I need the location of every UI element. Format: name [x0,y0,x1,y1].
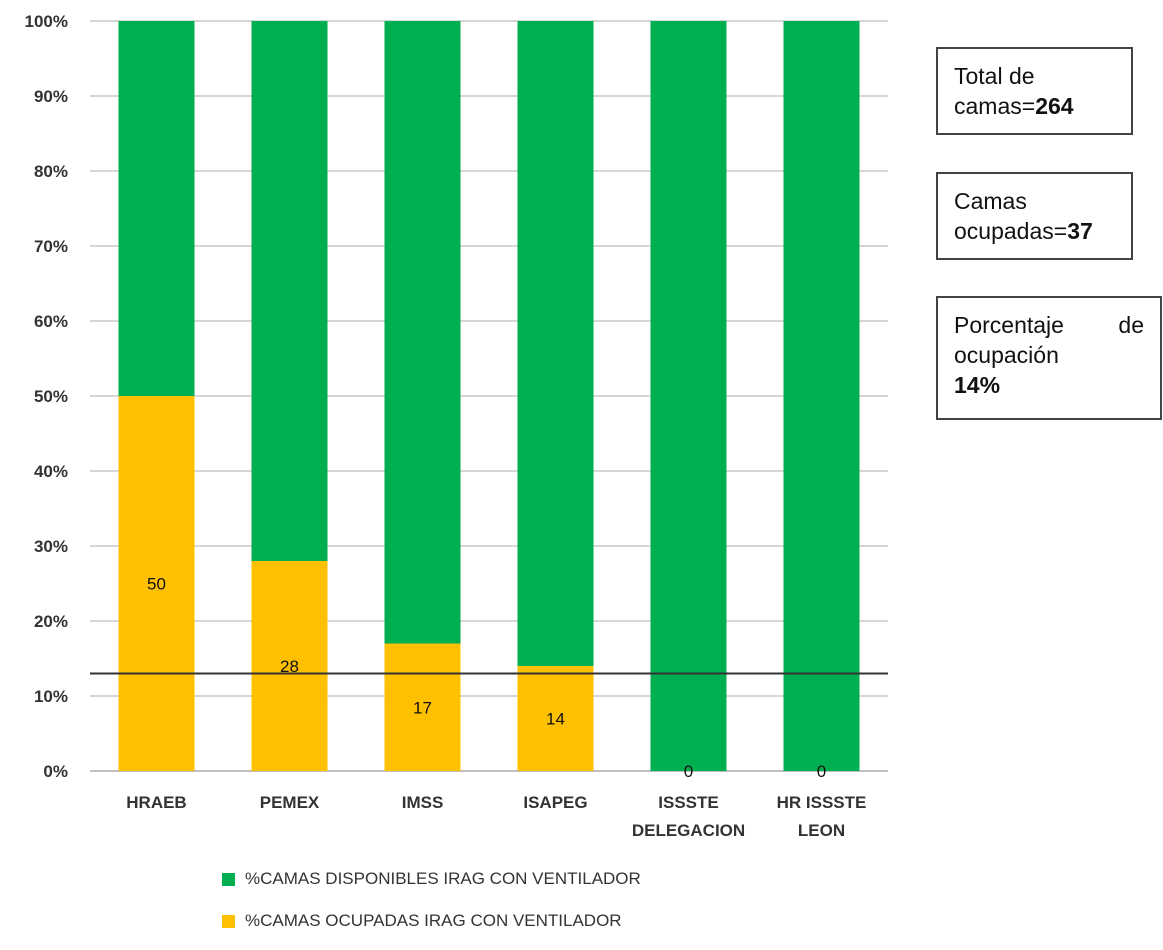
legend-swatch-disponibles [222,872,235,886]
occupancy-word-1: Porcentaje [954,312,1064,338]
legend-label-ocupadas: %CAMAS OCUPADAS IRAG CON VENTILADOR [245,911,622,930]
stacked-bar-chart: 0% 10% 20% 30% 40% 50% 60% 70% 80% 90% 100% HRAEB 50… [25,12,888,840]
occupancy-line-2: ocupación [954,342,1059,368]
bar-ocupadas [251,561,328,771]
y-tick-label: 100% [25,12,68,31]
y-tick-label: 40% [34,462,68,481]
occupancy-word-2: de [1118,312,1144,338]
data-label: 50 [147,575,166,594]
bar-ocupadas [517,666,594,771]
y-tick-label: 30% [34,537,68,556]
x-tick-label: LEON [798,821,845,840]
bar-ocupadas [118,396,195,771]
x-tick-label: DELEGACION [632,821,745,840]
occupied-beds-box: Camas ocupadas=37 [936,172,1133,260]
data-label: 14 [546,710,565,729]
total-beds-box: Total de camas=264 [936,47,1133,135]
bar-disponibles [650,21,727,771]
x-tick-label: PEMEX [260,793,320,812]
legend-label-disponibles: %CAMAS DISPONIBLES IRAG CON VENTILADOR [245,869,641,888]
data-label: 17 [413,698,432,717]
x-tick-label: ISSSTE [658,793,718,812]
total-beds-value: 264 [1035,93,1074,119]
occupied-beds-text: Camas ocupadas= [954,188,1068,244]
bar-disponibles [384,21,461,644]
y-tick-label: 90% [34,87,68,106]
y-tick-label: 70% [34,237,68,256]
y-tick-label: 0% [43,762,68,781]
legend: %CAMAS DISPONIBLES IRAG CON VENTILADOR %… [222,866,641,950]
x-tick-label: ISAPEG [523,793,587,812]
legend-item-ocupadas: %CAMAS OCUPADAS IRAG CON VENTILADOR [222,908,641,934]
x-tick-label: HRAEB [126,793,186,812]
data-label: 0 [684,762,693,781]
legend-item-disponibles: %CAMAS DISPONIBLES IRAG CON VENTILADOR [222,866,641,892]
y-tick-label: 50% [34,387,68,406]
bar-disponibles [517,21,594,666]
x-tick-label: HR ISSSTE [777,793,867,812]
legend-swatch-ocupadas [222,914,235,928]
y-tick-label: 80% [34,162,68,181]
occupancy-percentage-box: Porcentaje de ocupación 14% [936,296,1162,420]
y-tick-label: 20% [34,612,68,631]
occupancy-percentage-value: 14% [954,372,1001,398]
data-label: 0 [817,762,826,781]
bar-disponibles [783,21,860,771]
data-label: 28 [280,657,299,676]
bar-disponibles [118,21,195,396]
y-tick-label: 60% [34,312,68,331]
bar-ocupadas [384,643,461,771]
x-tick-label: IMSS [402,793,444,812]
y-tick-label: 10% [34,687,68,706]
occupied-beds-value: 37 [1067,218,1093,244]
total-beds-text: Total de camas= [954,63,1036,119]
bar-disponibles [251,21,328,561]
